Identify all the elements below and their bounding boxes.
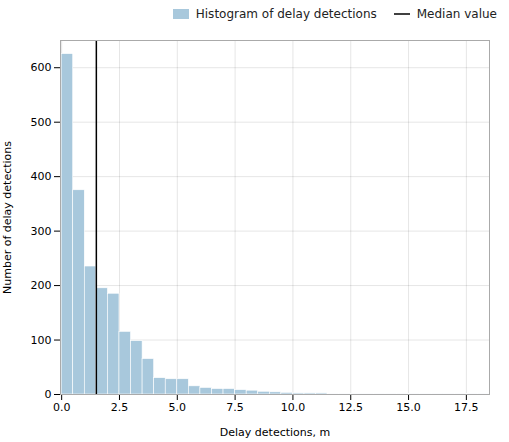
svg-text:12.5: 12.5 xyxy=(338,401,363,414)
svg-text:15.0: 15.0 xyxy=(396,401,421,414)
svg-text:300: 300 xyxy=(31,225,52,238)
svg-text:7.5: 7.5 xyxy=(226,401,244,414)
svg-text:0.0: 0.0 xyxy=(53,401,71,414)
html-text:Histogram of delay detections: Histogram of delay detections xyxy=(195,7,377,21)
svg-text:400: 400 xyxy=(31,170,52,183)
svg-text:Delay detections, m: Delay detections, m xyxy=(220,426,330,439)
svg-text:10.0: 10.0 xyxy=(281,401,306,414)
svg-text:0: 0 xyxy=(45,388,52,401)
svg-text:Number of delay detections: Number of delay detections xyxy=(1,141,14,294)
svg-text:2.5: 2.5 xyxy=(111,401,129,414)
html-text:Median value: Median value xyxy=(416,7,497,21)
svg-text:5.0: 5.0 xyxy=(169,401,187,414)
svg-text:200: 200 xyxy=(31,279,52,292)
svg-text:17.5: 17.5 xyxy=(454,401,479,414)
svg-text:100: 100 xyxy=(31,334,52,347)
svg-text:500: 500 xyxy=(31,116,52,129)
svg-text:600: 600 xyxy=(31,61,52,74)
